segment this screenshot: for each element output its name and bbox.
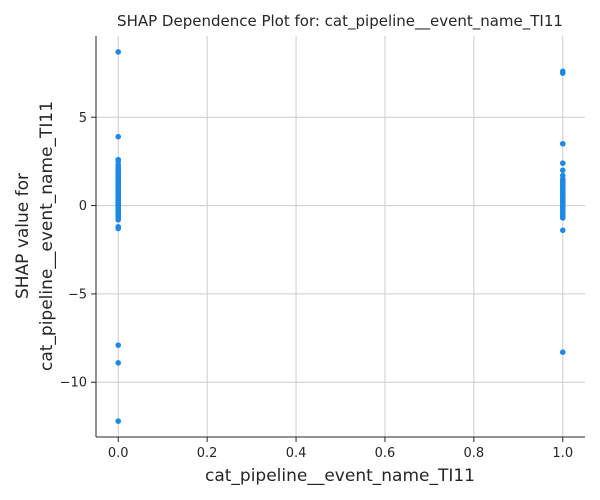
y-tick-label: −10 <box>60 376 87 391</box>
scatter-point <box>115 186 122 192</box>
y-tick-label: 5 <box>79 111 87 126</box>
scatter-point <box>115 360 122 366</box>
scatter-points <box>115 49 566 424</box>
y-axis-label-line-2: cat_pipeline__event_name_TI11 <box>37 101 57 371</box>
y-axis-label-line-1: SHAP value for <box>13 173 33 299</box>
y-tick-label: −5 <box>68 287 87 302</box>
scatter-point <box>559 167 566 174</box>
x-tick-label: 0.6 <box>375 446 396 461</box>
scatter-point <box>115 225 122 232</box>
x-tick-label: 0.2 <box>197 446 218 461</box>
scatter-point <box>559 194 566 201</box>
x-tick-label: 0.4 <box>286 446 307 461</box>
scatter-point <box>559 70 566 76</box>
scatter-point <box>559 227 566 234</box>
x-tick-label: 0.0 <box>108 446 129 461</box>
scatter-point <box>559 215 566 221</box>
grid-lines <box>96 36 585 437</box>
scatter-point <box>559 140 566 147</box>
scatter-point <box>115 418 122 424</box>
x-axis-label: cat_pipeline__event_name_TI11 <box>205 466 475 486</box>
axes-spines <box>95 36 585 438</box>
tick-marks-and-labels: 0.0 0.2 0.4 0.6 0.8 1.0 −10 −5 0 5 <box>60 111 574 461</box>
chart-title: SHAP Dependence Plot for: cat_pipeline__… <box>117 12 563 31</box>
x-tick-label: 0.8 <box>464 446 485 461</box>
scatter-point <box>115 133 122 140</box>
y-tick-label: 0 <box>79 199 87 214</box>
scatter-point <box>559 203 566 210</box>
scatter-point <box>115 212 122 219</box>
scatter-point <box>115 171 122 178</box>
scatter-point <box>559 160 566 166</box>
scatter-point <box>115 216 122 223</box>
x-tick-label: 1.0 <box>552 446 573 461</box>
scatter-point <box>115 49 122 55</box>
scatter-point <box>115 342 122 348</box>
scatter-point <box>559 349 566 356</box>
